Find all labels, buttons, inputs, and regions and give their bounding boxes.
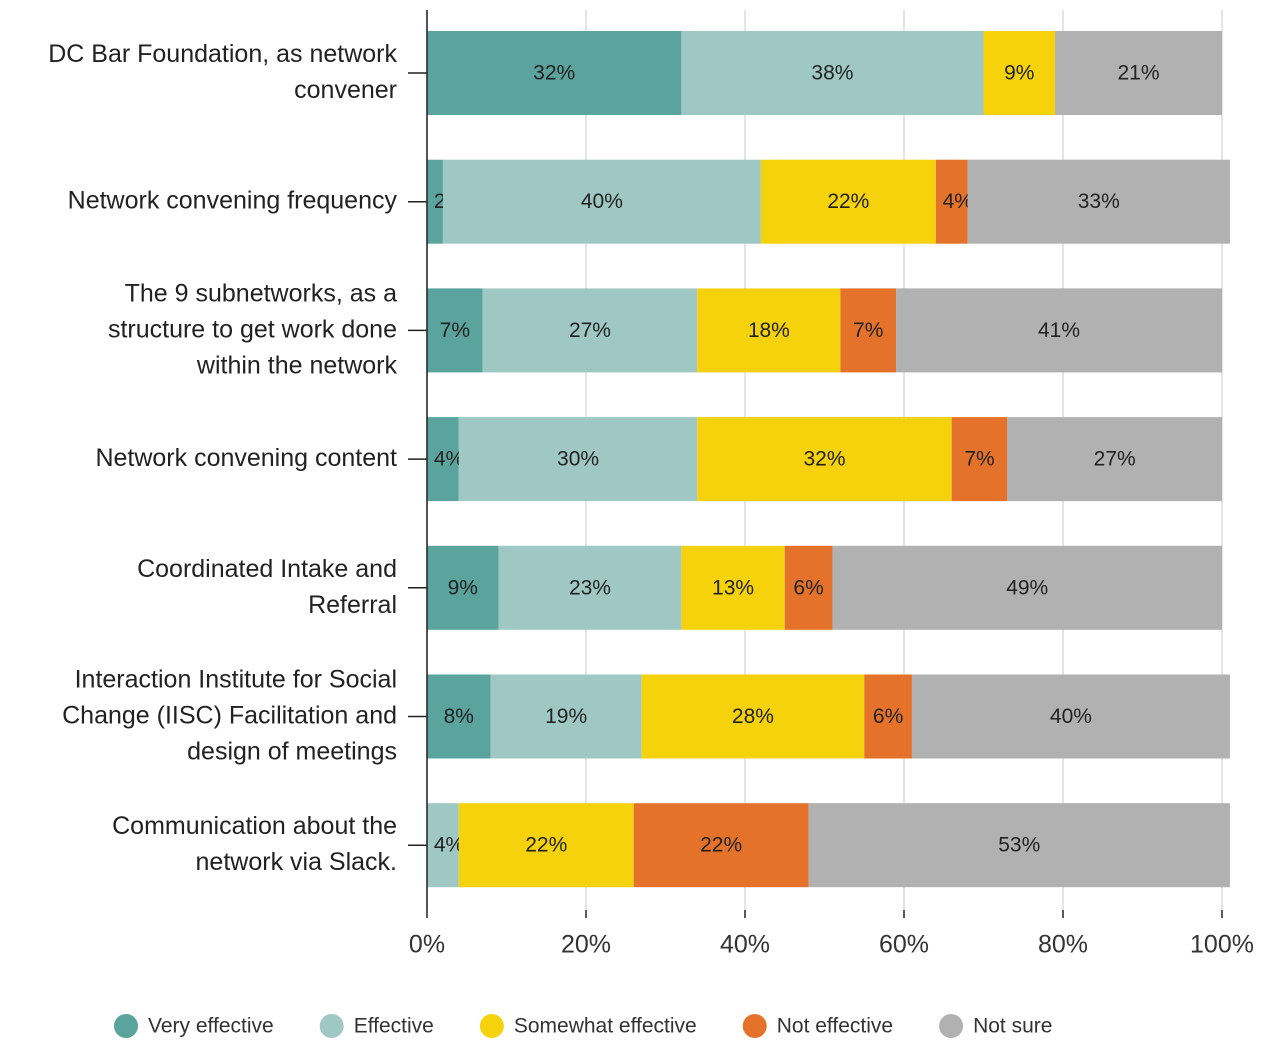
legend-swatch bbox=[479, 1014, 504, 1038]
data-label: 4% bbox=[943, 190, 973, 213]
data-label: 13% bbox=[712, 576, 754, 599]
data-label: 28% bbox=[732, 705, 774, 728]
data-label: 22% bbox=[827, 190, 869, 213]
data-label: 7% bbox=[853, 319, 883, 342]
data-label: 7% bbox=[964, 448, 994, 471]
bar-segment bbox=[951, 417, 1008, 502]
bar-segment bbox=[482, 288, 698, 373]
bar-segment bbox=[442, 159, 761, 244]
bar-segment bbox=[498, 545, 682, 630]
category-label: Network convening content bbox=[95, 444, 397, 472]
bar-segment bbox=[427, 803, 459, 888]
bar-segment bbox=[935, 159, 968, 244]
data-label: 30% bbox=[557, 448, 599, 471]
data-label: 40% bbox=[1050, 705, 1092, 728]
data-label: 23% bbox=[569, 576, 611, 599]
legend-swatch bbox=[319, 1014, 344, 1038]
data-label: 49% bbox=[1006, 576, 1048, 599]
bar-segment bbox=[983, 31, 1056, 115]
bar-segment bbox=[832, 545, 1222, 630]
legend-swatch bbox=[939, 1014, 964, 1038]
bar-segment bbox=[427, 31, 682, 115]
data-label: 7% bbox=[440, 319, 470, 342]
data-label: 22% bbox=[525, 834, 567, 857]
category-label: DC Bar Foundation, as network convener bbox=[48, 40, 397, 104]
data-label: 41% bbox=[1038, 319, 1080, 342]
data-label: 27% bbox=[1094, 448, 1136, 471]
bar-segment bbox=[911, 674, 1230, 759]
bar-segment bbox=[967, 159, 1230, 244]
bar-segment bbox=[641, 674, 865, 759]
category-label: Coordinated Intake and Referral bbox=[137, 554, 397, 618]
data-label: 4% bbox=[434, 834, 464, 857]
data-label: 6% bbox=[873, 705, 903, 728]
data-label: 9% bbox=[448, 576, 478, 599]
data-label: 33% bbox=[1078, 190, 1120, 213]
bar-segment bbox=[784, 545, 833, 630]
bar-segment bbox=[427, 545, 499, 630]
x-tick-label: 60% bbox=[879, 931, 929, 959]
data-label: 19% bbox=[545, 705, 587, 728]
data-label: 38% bbox=[811, 62, 853, 85]
x-tick-label: 40% bbox=[720, 931, 770, 959]
bar-segment bbox=[1055, 31, 1222, 115]
legend-swatch bbox=[742, 1014, 767, 1038]
bar-segment bbox=[458, 803, 634, 888]
data-label: 4% bbox=[434, 448, 464, 471]
bar-segment bbox=[681, 31, 984, 115]
bar-segment bbox=[633, 803, 809, 888]
bar-segment bbox=[896, 288, 1222, 373]
legend-swatch bbox=[114, 1014, 138, 1038]
data-label: 9% bbox=[1004, 62, 1034, 85]
data-label: 22% bbox=[700, 834, 742, 857]
data-label: 32% bbox=[803, 448, 845, 471]
bar-segment bbox=[697, 288, 841, 373]
bar-segment bbox=[427, 674, 491, 759]
bar-segment bbox=[681, 545, 785, 630]
data-label: 32% bbox=[533, 62, 575, 85]
bar-segment bbox=[840, 288, 897, 373]
legend-label: Very effective bbox=[148, 1015, 274, 1038]
bar-segment bbox=[427, 417, 459, 502]
category-label: Interaction Institute for Social Change (… bbox=[62, 665, 397, 765]
x-tick-label: 80% bbox=[1038, 931, 1088, 959]
legend-label: Effective bbox=[354, 1015, 434, 1038]
data-label: 53% bbox=[998, 834, 1040, 857]
x-tick-label: 0% bbox=[409, 931, 445, 959]
legend-label: Somewhat effective bbox=[514, 1015, 697, 1038]
x-tick-label: 100% bbox=[1190, 931, 1254, 959]
data-label: 27% bbox=[569, 319, 611, 342]
bar-segment bbox=[490, 674, 642, 759]
bar-segment bbox=[427, 288, 483, 373]
data-label: 6% bbox=[793, 576, 823, 599]
x-tick-label: 20% bbox=[561, 931, 611, 959]
data-label: 40% bbox=[581, 190, 623, 213]
bar-segment bbox=[458, 417, 698, 502]
bar-segment bbox=[808, 803, 1230, 888]
bar-segment bbox=[697, 417, 952, 502]
legend-label: Not effective bbox=[777, 1015, 893, 1038]
category-label: Communication about the network via Slack… bbox=[112, 812, 397, 876]
category-label: Network convening frequency bbox=[68, 186, 398, 214]
category-label: The 9 subnetworks, as a structure to get … bbox=[108, 279, 398, 379]
data-label: 18% bbox=[748, 319, 790, 342]
bar-segment bbox=[760, 159, 936, 244]
data-label: 21% bbox=[1118, 62, 1160, 85]
bar-segment bbox=[1007, 417, 1222, 502]
legend-label: Not sure bbox=[973, 1015, 1052, 1038]
bar-segment bbox=[427, 159, 443, 244]
bar-segment bbox=[864, 674, 912, 759]
data-label: 8% bbox=[444, 705, 474, 728]
